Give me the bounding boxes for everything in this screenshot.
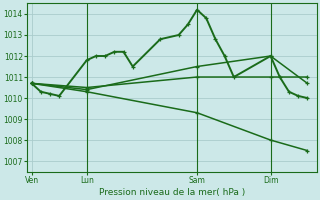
X-axis label: Pression niveau de la mer( hPa ): Pression niveau de la mer( hPa ) — [99, 188, 245, 197]
